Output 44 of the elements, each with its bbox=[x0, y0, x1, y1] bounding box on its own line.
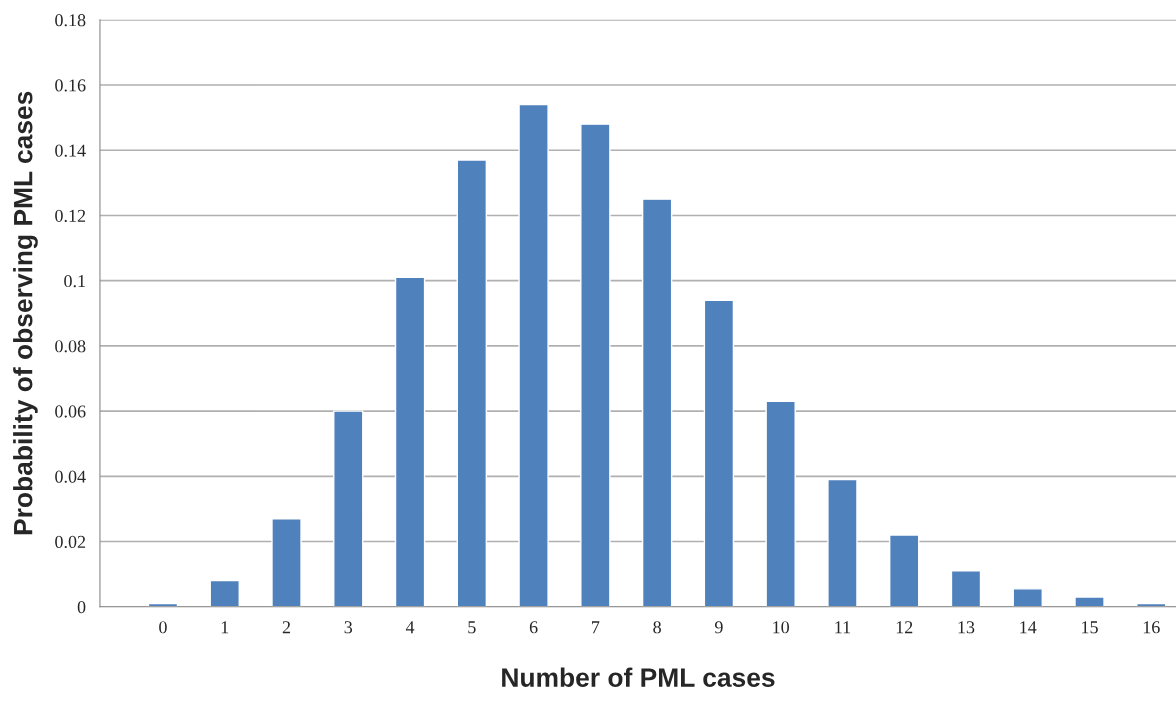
x-tick-label: 16 bbox=[1143, 621, 1160, 634]
x-tick-label: 8 bbox=[653, 621, 661, 634]
y-tick-label: 0.16 bbox=[55, 79, 86, 92]
y-tick-label: 0 bbox=[77, 601, 86, 614]
y-tick-label: 0.14 bbox=[55, 144, 86, 157]
x-tick-label: 7 bbox=[592, 621, 600, 634]
bar bbox=[209, 579, 240, 607]
x-tick-label: 4 bbox=[405, 621, 415, 634]
bar bbox=[333, 410, 364, 607]
x-tick-label: 5 bbox=[468, 621, 476, 634]
x-tick-label: 11 bbox=[835, 621, 851, 634]
x-tick-label: 12 bbox=[896, 621, 913, 634]
bar bbox=[271, 518, 302, 607]
x-tick-label: 15 bbox=[1082, 621, 1098, 634]
bar bbox=[1074, 596, 1105, 607]
x-tick-label: 9 bbox=[714, 621, 723, 634]
y-tick-label: 0.12 bbox=[55, 209, 86, 222]
x-tick-label: 2 bbox=[282, 621, 291, 634]
bar bbox=[518, 103, 549, 607]
bar bbox=[456, 159, 488, 607]
bar bbox=[580, 123, 611, 607]
x-tick-label: 13 bbox=[958, 621, 975, 634]
y-tick-label: 0.06 bbox=[55, 405, 86, 418]
x-tick-label: 10 bbox=[773, 621, 790, 634]
x-tick-label: 6 bbox=[529, 621, 538, 634]
y-tick-label: 0.08 bbox=[55, 340, 86, 353]
bar bbox=[888, 534, 920, 607]
x-tick-label: 0 bbox=[159, 621, 167, 634]
bar bbox=[394, 276, 426, 607]
bar bbox=[765, 400, 796, 607]
bar bbox=[1012, 588, 1043, 607]
y-axis-title: Probability of observing PML cases bbox=[13, 91, 38, 535]
x-tick-label: 1 bbox=[221, 621, 229, 634]
y-tick-label: 0.04 bbox=[55, 470, 86, 483]
bar bbox=[827, 478, 858, 607]
y-tick-label: 0.1 bbox=[64, 274, 85, 288]
y-tick-label: 0.18 bbox=[55, 14, 86, 27]
y-tick-label: 0.02 bbox=[55, 535, 86, 549]
bar bbox=[641, 198, 673, 607]
bar bbox=[703, 299, 735, 607]
x-axis-title: Number of PML cases bbox=[502, 667, 775, 687]
bar bbox=[950, 570, 982, 607]
x-tick-label: 14 bbox=[1020, 621, 1037, 634]
x-tick-label: 3 bbox=[344, 621, 353, 634]
